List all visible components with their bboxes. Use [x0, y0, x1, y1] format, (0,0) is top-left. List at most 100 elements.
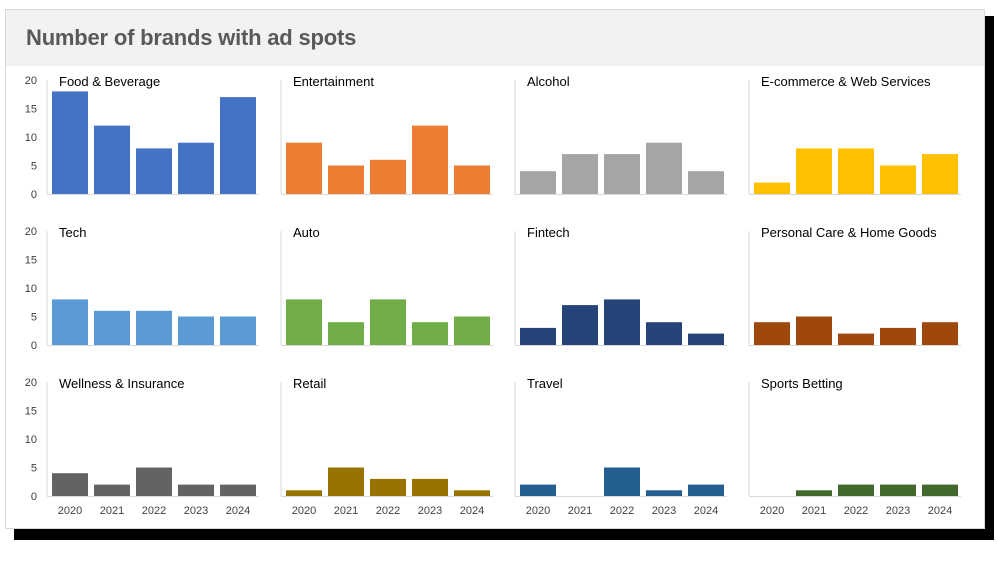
bar	[922, 322, 958, 345]
y-tick-label: 10	[25, 434, 37, 446]
bar	[520, 484, 556, 496]
bar	[562, 154, 598, 194]
x-tick-label: 2022	[142, 505, 166, 517]
bar	[94, 310, 130, 345]
bar	[562, 305, 598, 345]
bar	[880, 327, 916, 345]
panel-title: Alcohol	[527, 74, 570, 89]
panel-title: Travel	[527, 376, 563, 391]
bar	[646, 322, 682, 345]
bar	[880, 484, 916, 496]
x-tick-label: 2022	[844, 505, 868, 517]
bar	[754, 322, 790, 345]
panel-title: Sports Betting	[761, 376, 843, 391]
bar	[286, 490, 322, 496]
bar	[178, 316, 214, 345]
panel-title: Retail	[293, 376, 326, 391]
bar	[838, 484, 874, 496]
page-title: Number of brands with ad spots	[26, 25, 357, 50]
x-tick-label: 2023	[418, 505, 442, 517]
x-tick-label: 2021	[334, 505, 358, 517]
bar	[922, 484, 958, 496]
bar	[412, 322, 448, 345]
x-tick-label: 2023	[886, 505, 910, 517]
bar	[454, 316, 490, 345]
bar	[922, 154, 958, 194]
title-bar: Number of brands with ad spots	[6, 10, 984, 66]
panel-title: Auto	[293, 225, 320, 240]
y-tick-label: 0	[31, 491, 37, 503]
bar	[412, 478, 448, 496]
x-tick-label: 2024	[928, 505, 952, 517]
bar	[688, 333, 724, 345]
bar	[838, 148, 874, 194]
x-tick-label: 2022	[610, 505, 634, 517]
y-tick-label: 5	[31, 463, 37, 475]
x-tick-label: 2021	[100, 505, 124, 517]
x-tick-label: 2020	[526, 505, 550, 517]
bar	[52, 473, 88, 496]
bar	[94, 484, 130, 496]
x-tick-label: 2024	[694, 505, 718, 517]
y-tick-label: 5	[31, 161, 37, 173]
bar	[220, 484, 256, 496]
bar	[328, 165, 364, 194]
bar	[520, 327, 556, 345]
bar	[178, 484, 214, 496]
panel-title: Wellness & Insurance	[59, 376, 185, 391]
bar	[604, 467, 640, 496]
bar	[52, 91, 88, 194]
panel-title: Personal Care & Home Goods	[761, 225, 937, 240]
bar	[136, 310, 172, 345]
y-tick-label: 20	[25, 75, 37, 87]
bar	[328, 467, 364, 496]
y-tick-label: 10	[25, 283, 37, 295]
panel-title: Entertainment	[293, 74, 374, 89]
bar	[328, 322, 364, 345]
bar	[286, 299, 322, 345]
bar	[52, 299, 88, 345]
y-tick-label: 15	[25, 255, 37, 267]
bar	[646, 142, 682, 194]
panel-title: Fintech	[527, 225, 570, 240]
x-tick-label: 2021	[568, 505, 592, 517]
x-tick-label: 2022	[376, 505, 400, 517]
bar	[796, 316, 832, 345]
bar	[688, 171, 724, 194]
y-tick-label: 0	[31, 189, 37, 201]
bar	[412, 125, 448, 194]
bar	[796, 148, 832, 194]
x-tick-label: 2023	[184, 505, 208, 517]
bar	[604, 154, 640, 194]
bar	[880, 165, 916, 194]
bar	[370, 159, 406, 194]
y-tick-label: 20	[25, 377, 37, 389]
y-tick-label: 10	[25, 132, 37, 144]
bar	[796, 490, 832, 496]
x-tick-label: 2020	[760, 505, 784, 517]
bar	[136, 467, 172, 496]
bar	[370, 478, 406, 496]
x-tick-label: 2021	[802, 505, 826, 517]
bar	[604, 299, 640, 345]
bar	[838, 333, 874, 345]
bar	[454, 165, 490, 194]
bar	[178, 142, 214, 194]
bar	[94, 125, 130, 194]
bar	[646, 490, 682, 496]
panel-title: Tech	[59, 225, 86, 240]
y-tick-label: 5	[31, 312, 37, 324]
y-tick-label: 15	[25, 104, 37, 116]
bar	[220, 316, 256, 345]
x-tick-label: 2024	[460, 505, 484, 517]
y-tick-label: 15	[25, 406, 37, 418]
bar	[286, 142, 322, 194]
x-tick-label: 2020	[292, 505, 316, 517]
y-tick-label: 0	[31, 340, 37, 352]
x-tick-label: 2024	[226, 505, 250, 517]
panel-title: E-commerce & Web Services	[761, 74, 931, 89]
bar	[688, 484, 724, 496]
bar	[454, 490, 490, 496]
bar	[370, 299, 406, 345]
